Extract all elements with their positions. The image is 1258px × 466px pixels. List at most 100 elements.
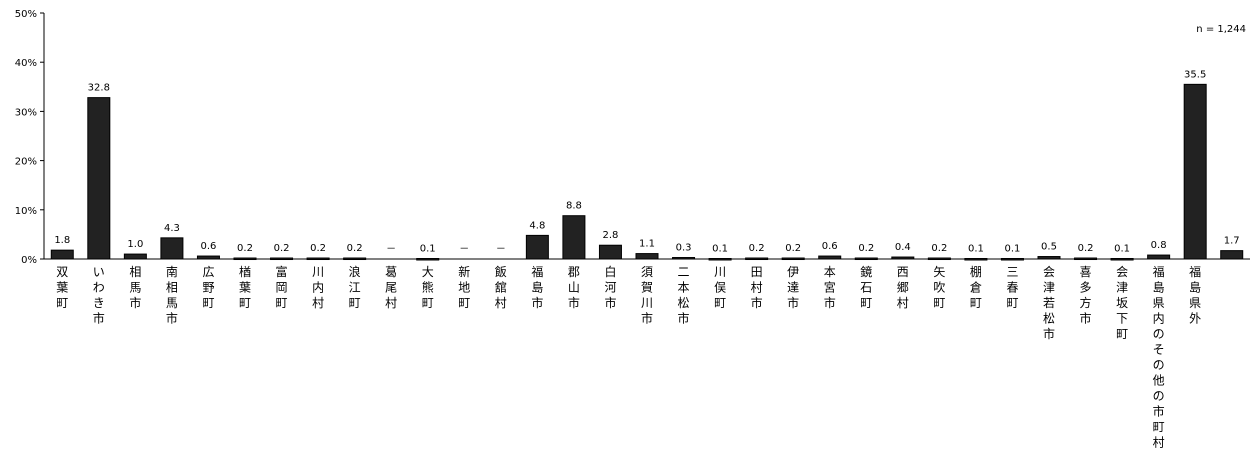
category-label: 町 (714, 296, 726, 310)
bar (233, 257, 257, 261)
bar (196, 255, 220, 260)
category-label: 市 (1153, 404, 1165, 419)
data-label: 0.3 (676, 243, 692, 254)
data-label: 0.5 (1041, 242, 1057, 253)
category-label: 川 (641, 296, 653, 310)
category-label: 市 (787, 295, 799, 310)
category-label: わ (93, 281, 105, 295)
category-label: 春 (1006, 281, 1018, 295)
bar (672, 257, 696, 260)
category-label: 野 (202, 281, 214, 295)
bar (1183, 83, 1207, 260)
category-label: 俣 (714, 281, 726, 295)
category-label: 市 (1080, 311, 1092, 326)
category-label: 県 (1153, 296, 1165, 310)
data-label: 0.2 (931, 243, 947, 254)
category-label: 白 (604, 264, 616, 279)
category-label: 葛 (385, 265, 397, 279)
category-label: 河 (604, 281, 616, 295)
category-label: き (93, 296, 105, 310)
category-label: 内 (312, 281, 324, 295)
category-label: 津 (1116, 281, 1128, 295)
bar (964, 258, 988, 261)
category-label: 福 (1189, 264, 1201, 279)
category-label: 鏡 (860, 264, 872, 279)
bar (745, 257, 769, 261)
category-label: 西 (897, 265, 909, 279)
category-label: 富 (276, 264, 288, 279)
category-label: 田 (751, 265, 763, 279)
category-label: 村 (897, 296, 909, 310)
category-label: 川 (312, 265, 324, 279)
bar (781, 257, 805, 261)
category-label: 市 (641, 311, 653, 326)
category-label: 他 (1153, 374, 1165, 388)
category-label: 矢 (933, 265, 945, 279)
category-label: 熊 (422, 280, 434, 295)
bar (270, 257, 294, 261)
category-label: 倉 (970, 280, 982, 295)
bar (343, 257, 367, 261)
bar (306, 257, 330, 261)
bar (562, 215, 586, 260)
category-label: 町 (56, 296, 68, 310)
category-label: 伊 (787, 265, 799, 279)
category-label: 市 (568, 295, 580, 310)
category-label: 村 (312, 296, 324, 310)
category-label: 南 (166, 264, 178, 279)
category-label: 町 (1006, 296, 1018, 310)
category-label: の (1153, 358, 1165, 372)
category-label: 本 (824, 265, 836, 279)
bar (1000, 258, 1024, 261)
category-label: 市 (678, 311, 690, 326)
category-label: 島 (1153, 280, 1165, 295)
category-label: 郡 (568, 265, 580, 279)
bar (891, 256, 915, 260)
bar (1220, 250, 1244, 260)
category-label: 外 (1189, 312, 1201, 326)
data-label: 0.6 (201, 241, 217, 252)
y-tick-label: 20% (15, 157, 37, 168)
category-label: 吹 (933, 281, 945, 295)
category-label: 市 (93, 311, 105, 326)
category-label: 地 (458, 281, 470, 295)
bar (87, 97, 111, 260)
category-label: 飯 (495, 264, 507, 279)
bar (1147, 254, 1171, 260)
category-label: 棚 (970, 264, 982, 279)
category-label: 尾 (385, 281, 397, 295)
data-label: 35.5 (1184, 69, 1206, 80)
category-label: 本 (678, 281, 690, 295)
category-label: 広 (202, 265, 214, 279)
data-label: 0.1 (420, 244, 436, 255)
data-label: 2.8 (603, 230, 619, 241)
data-label: 0.2 (858, 243, 874, 254)
data-label: 32.8 (88, 83, 110, 94)
category-label: 県 (1189, 296, 1201, 310)
category-label: 町 (276, 296, 288, 310)
category-label: 楢 (239, 264, 251, 279)
data-label: 4.8 (529, 220, 545, 231)
category-label: 川 (714, 265, 726, 279)
category-label: 松 (678, 296, 690, 310)
category-label: 大 (422, 265, 434, 279)
category-label: 喜 (1080, 265, 1092, 279)
data-label: 0.2 (1078, 243, 1094, 254)
bar (854, 257, 878, 261)
category-label: 郷 (897, 281, 909, 295)
bar (1074, 257, 1098, 261)
category-label: 津 (1043, 281, 1055, 295)
bar (927, 257, 951, 261)
category-label: 島 (531, 280, 543, 295)
category-label: 相 (166, 281, 178, 295)
data-label: 0.2 (310, 243, 326, 254)
category-label: 浪 (349, 264, 361, 279)
category-label: 葉 (56, 281, 68, 295)
data-label: － (386, 244, 396, 255)
category-label: 市 (824, 295, 836, 310)
category-label: 福 (531, 264, 543, 279)
category-label: 町 (458, 296, 470, 310)
category-label: 下 (1116, 312, 1128, 326)
data-label: 1.0 (127, 239, 143, 250)
category-label: 方 (1080, 295, 1092, 310)
